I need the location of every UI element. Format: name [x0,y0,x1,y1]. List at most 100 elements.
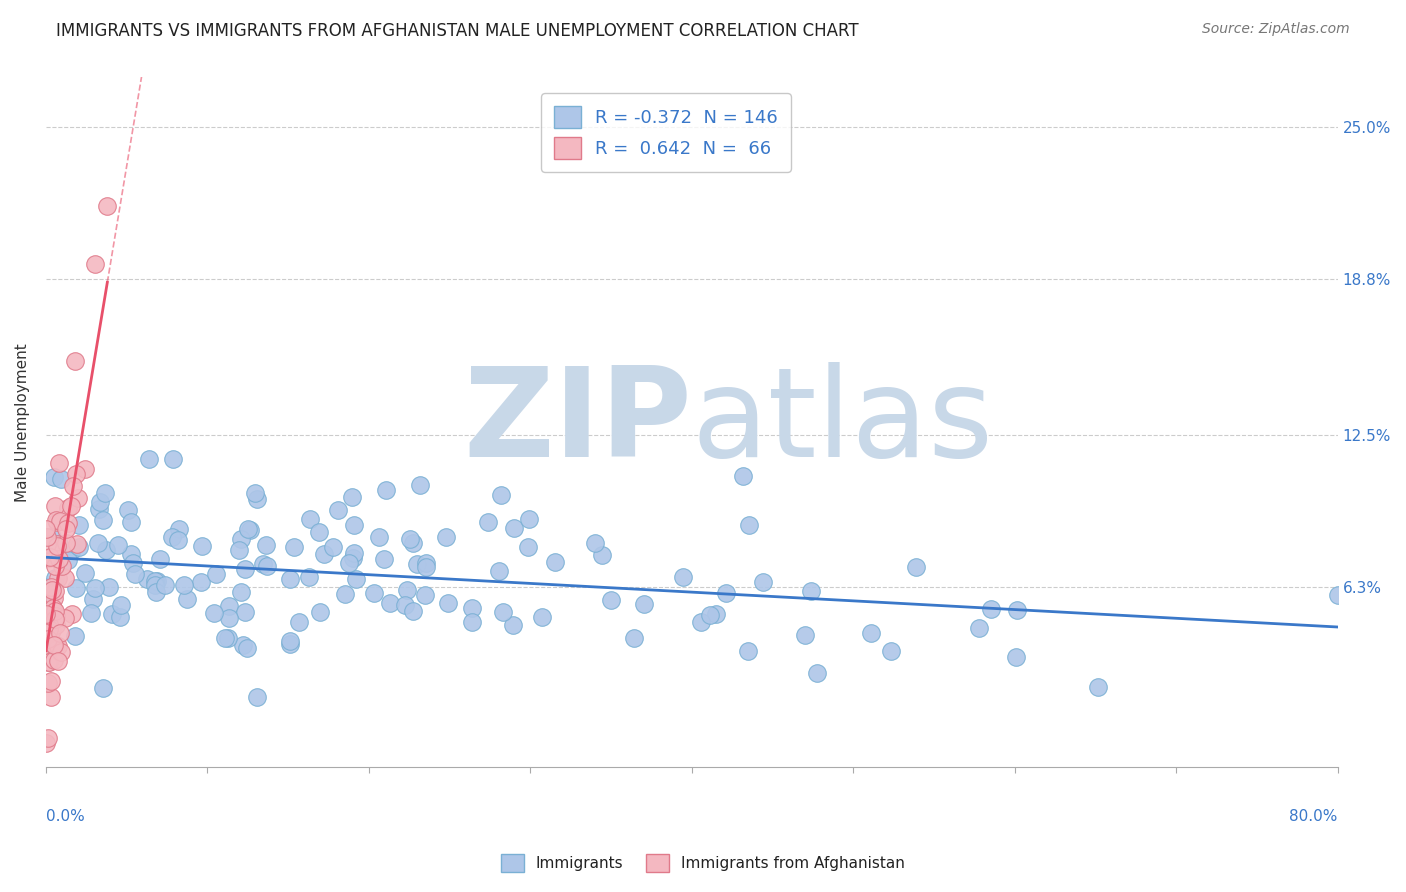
Point [51,472,73,486]
Point [980,602,1002,616]
Point [35,736,58,750]
Point [517,512,540,526]
Point [583,536,606,550]
Point [41,582,63,597]
Point [415,560,437,574]
Point [415,556,437,570]
Point [343,518,366,533]
Point [322,540,344,554]
Point [460,615,482,630]
Point [236,522,259,536]
Point [591,548,613,562]
Point [544,555,567,569]
Point [278,637,301,651]
Point [136,572,159,586]
Point [41,623,63,637]
Point [96,198,118,212]
Point [35,602,58,616]
Point [245,486,267,500]
Point [298,512,321,526]
Point [402,536,425,550]
Point [39,690,62,705]
Point [44,499,66,513]
Point [65,629,87,643]
Point [860,626,883,640]
Point [167,522,190,536]
Point [145,585,167,599]
Point [98,580,121,594]
Point [59,499,82,513]
Point [60,607,83,621]
Point [143,578,166,592]
Point [46,654,69,668]
Point [138,452,160,467]
Point [363,586,385,600]
Point [173,578,195,592]
Point [67,541,90,555]
Point [44,571,66,585]
Legend: Immigrants, Immigrants from Afghanistan: Immigrants, Immigrants from Afghanistan [494,846,912,880]
Point [690,615,713,629]
Point [160,530,183,544]
Point [633,598,655,612]
Point [1007,603,1029,617]
Point [503,521,526,535]
Point [436,596,458,610]
Point [37,731,59,745]
Point [176,592,198,607]
Point [38,622,60,636]
Point [880,644,903,658]
Point [233,605,256,619]
Point [39,606,62,620]
Point [101,607,124,622]
Point [191,539,214,553]
Y-axis label: Male Unemployment: Male Unemployment [15,343,30,501]
Point [35,537,58,551]
Point [67,517,90,532]
Point [35,607,58,622]
Point [46,571,69,585]
Point [120,515,142,529]
Point [672,570,695,584]
Point [75,462,97,476]
Point [51,558,73,573]
Point [37,632,59,646]
Point [91,513,114,527]
Point [44,583,66,598]
Point [328,503,350,517]
Point [346,572,368,586]
Point [298,570,321,584]
Point [492,605,515,619]
Point [374,483,396,497]
Point [35,607,58,622]
Point [800,584,823,599]
Point [63,353,86,368]
Point [231,585,253,599]
Point [46,540,69,554]
Point [235,640,257,655]
Point [37,676,59,690]
Point [143,574,166,588]
Point [120,548,142,562]
Point [42,470,65,484]
Point [149,552,172,566]
Point [738,517,761,532]
Point [48,514,70,528]
Point [42,638,65,652]
Point [342,550,364,565]
Point [246,690,269,704]
Point [699,608,721,623]
Point [83,257,105,271]
Point [58,516,80,530]
Point [46,639,69,653]
Point [37,625,59,640]
Point [288,615,311,629]
Text: ZIP: ZIP [463,362,692,483]
Point [395,582,418,597]
Point [80,606,103,620]
Point [82,591,104,606]
Point [308,525,330,540]
Point [49,645,72,659]
Point [39,674,62,689]
Point [89,501,111,516]
